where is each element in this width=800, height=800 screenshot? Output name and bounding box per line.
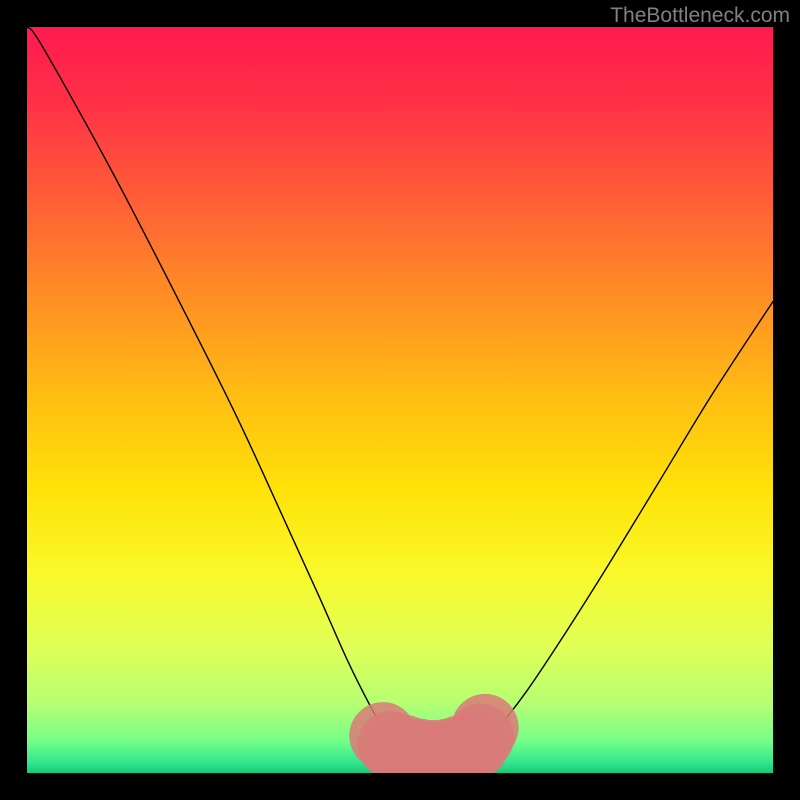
- gradient-background: [27, 27, 773, 773]
- plot-area: [27, 27, 773, 773]
- marker-dot: [451, 694, 518, 761]
- chart-frame: TheBottleneck.com: [0, 0, 800, 800]
- watermark-text: TheBottleneck.com: [610, 4, 790, 28]
- chart-svg: [27, 27, 773, 773]
